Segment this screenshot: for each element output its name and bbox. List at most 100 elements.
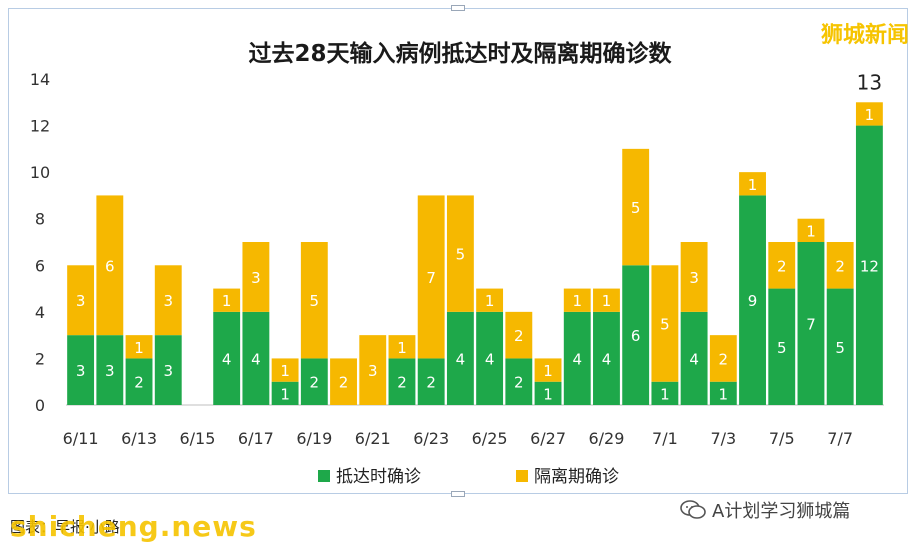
label-arrival-6/24: 4 [456, 350, 466, 368]
y-tick-label: 0 [35, 396, 45, 415]
bar-quarantine-7/2 [680, 242, 708, 312]
x-tick-label: 6/15 [179, 429, 215, 448]
bar-arrival-7/6 [797, 242, 825, 405]
label-quarantine-6/24: 5 [456, 246, 466, 264]
label-quarantine-6/13: 1 [134, 339, 144, 357]
x-tick-label: 6/27 [530, 429, 566, 448]
label-quarantine-6/29: 1 [602, 292, 612, 310]
label-arrival-7/2: 4 [689, 350, 699, 368]
x-tick-label: 6/29 [588, 429, 624, 448]
bar-arrival-6/12 [96, 335, 124, 405]
bar-quarantine-6/19 [300, 242, 328, 359]
label-arrival-6/29: 4 [602, 350, 612, 368]
bar-arrival-6/17 [242, 311, 270, 405]
bar-arrival-6/30 [622, 265, 650, 405]
bar-quarantine-6/29 [593, 288, 620, 312]
x-tick-label: 6/19 [296, 429, 332, 448]
bar-arrival-6/29 [593, 311, 620, 405]
bar-quarantine-6/13 [125, 335, 153, 359]
label-quarantine-6/30: 5 [631, 199, 641, 217]
y-tick-label: 6 [35, 256, 45, 275]
bar-quarantine-6/14 [154, 265, 182, 336]
x-tick-label: 6/13 [121, 429, 157, 448]
bar-quarantine-6/20 [330, 358, 357, 405]
bar-quarantine-7/3 [709, 335, 737, 382]
label-quarantine-7/8: 1 [865, 106, 875, 124]
label-arrival-6/27: 1 [543, 385, 553, 403]
bar-quarantine-6/26 [505, 311, 533, 359]
label-arrival-6/16: 4 [222, 350, 232, 368]
label-quarantine-7/5: 2 [777, 257, 787, 275]
bar-arrival-6/23 [417, 358, 445, 405]
wechat-account-name: A计划学习狮城篇 [712, 501, 851, 522]
chart-caption: 图表：早报·小路 [10, 518, 120, 536]
y-tick-label: 12 [30, 117, 50, 136]
bar-arrival-6/11 [67, 335, 95, 405]
x-tick-label: 6/17 [238, 429, 274, 448]
label-quarantine-6/18: 1 [280, 362, 290, 380]
legend-label-arrival: 抵达时确诊 [336, 467, 421, 487]
bar-quarantine-6/12 [96, 195, 124, 336]
bar-quarantine-6/18 [271, 358, 299, 382]
watermark: shicheng.news [10, 510, 257, 543]
bar-arrival-6/14 [154, 335, 182, 405]
bar-arrival-7/7 [826, 288, 854, 405]
label-arrival-6/30: 6 [631, 327, 641, 345]
label-arrival-6/18: 1 [280, 385, 290, 403]
label-arrival-6/23: 2 [426, 374, 436, 392]
label-quarantine-6/28: 1 [572, 292, 582, 310]
chart-title: 过去28天输入病例抵达时及隔离期确诊数 [248, 40, 672, 67]
label-quarantine-7/4: 1 [748, 176, 758, 194]
bar-quarantine-6/25 [476, 288, 504, 312]
legend-label-quarantine: 隔离期确诊 [534, 467, 619, 487]
label-arrival-6/28: 4 [572, 350, 582, 368]
label-quarantine-6/21: 3 [368, 362, 378, 380]
label-quarantine-6/19: 5 [310, 292, 320, 310]
x-tick-label: 6/23 [413, 429, 449, 448]
bar-quarantine-6/23 [417, 195, 445, 359]
label-arrival-7/1: 1 [660, 385, 670, 403]
bar-arrival-7/1 [651, 381, 679, 405]
label-arrival-6/13: 2 [134, 374, 144, 392]
label-quarantine-6/16: 1 [222, 292, 232, 310]
bar-quarantine-7/7 [826, 242, 854, 289]
x-tick-label: 6/25 [472, 429, 508, 448]
bar-quarantine-7/6 [797, 218, 825, 242]
label-quarantine-6/25: 1 [485, 292, 495, 310]
x-tick-label: 6/21 [355, 429, 391, 448]
label-quarantine-6/20: 2 [339, 374, 349, 392]
wechat-account: A计划学习狮城篇 [680, 497, 850, 523]
bar-quarantine-6/16 [213, 288, 241, 312]
bar-quarantine-6/11 [67, 265, 95, 336]
bar-arrival-6/24 [446, 311, 474, 405]
label-quarantine-7/3: 2 [719, 350, 729, 368]
x-tick-label: 7/1 [652, 429, 678, 448]
bar-arrival-7/2 [680, 311, 708, 405]
wechat-icon [680, 500, 706, 520]
bar-quarantine-7/8 [855, 102, 883, 126]
bar-arrival-7/3 [709, 381, 737, 405]
label-quarantine-6/27: 1 [543, 362, 553, 380]
label-arrival-7/5: 5 [777, 339, 787, 357]
label-arrival-7/8: 12 [860, 257, 879, 275]
total-annotation: 13 [857, 70, 882, 94]
bar-quarantine-6/28 [563, 288, 591, 312]
bar-arrival-6/16 [213, 311, 241, 405]
bar-arrival-7/4 [739, 195, 766, 405]
label-quarantine-7/6: 1 [806, 222, 816, 240]
bar-arrival-6/13 [125, 358, 153, 405]
resize-handle-top[interactable] [451, 5, 465, 11]
bar-quarantine-6/24 [446, 195, 474, 312]
y-tick-label: 4 [35, 303, 45, 322]
x-tick-label: 7/5 [769, 429, 795, 448]
label-quarantine-6/17: 3 [251, 269, 261, 287]
bar-quarantine-6/21 [359, 335, 387, 405]
label-quarantine-6/12: 6 [105, 257, 115, 275]
resize-handle-bottom[interactable] [451, 491, 465, 497]
legend-swatch-quarantine [516, 470, 528, 482]
label-quarantine-7/1: 5 [660, 316, 670, 334]
x-tick-label: 7/7 [827, 429, 853, 448]
label-arrival-7/4: 9 [748, 292, 758, 310]
bar-quarantine-6/27 [534, 358, 562, 382]
